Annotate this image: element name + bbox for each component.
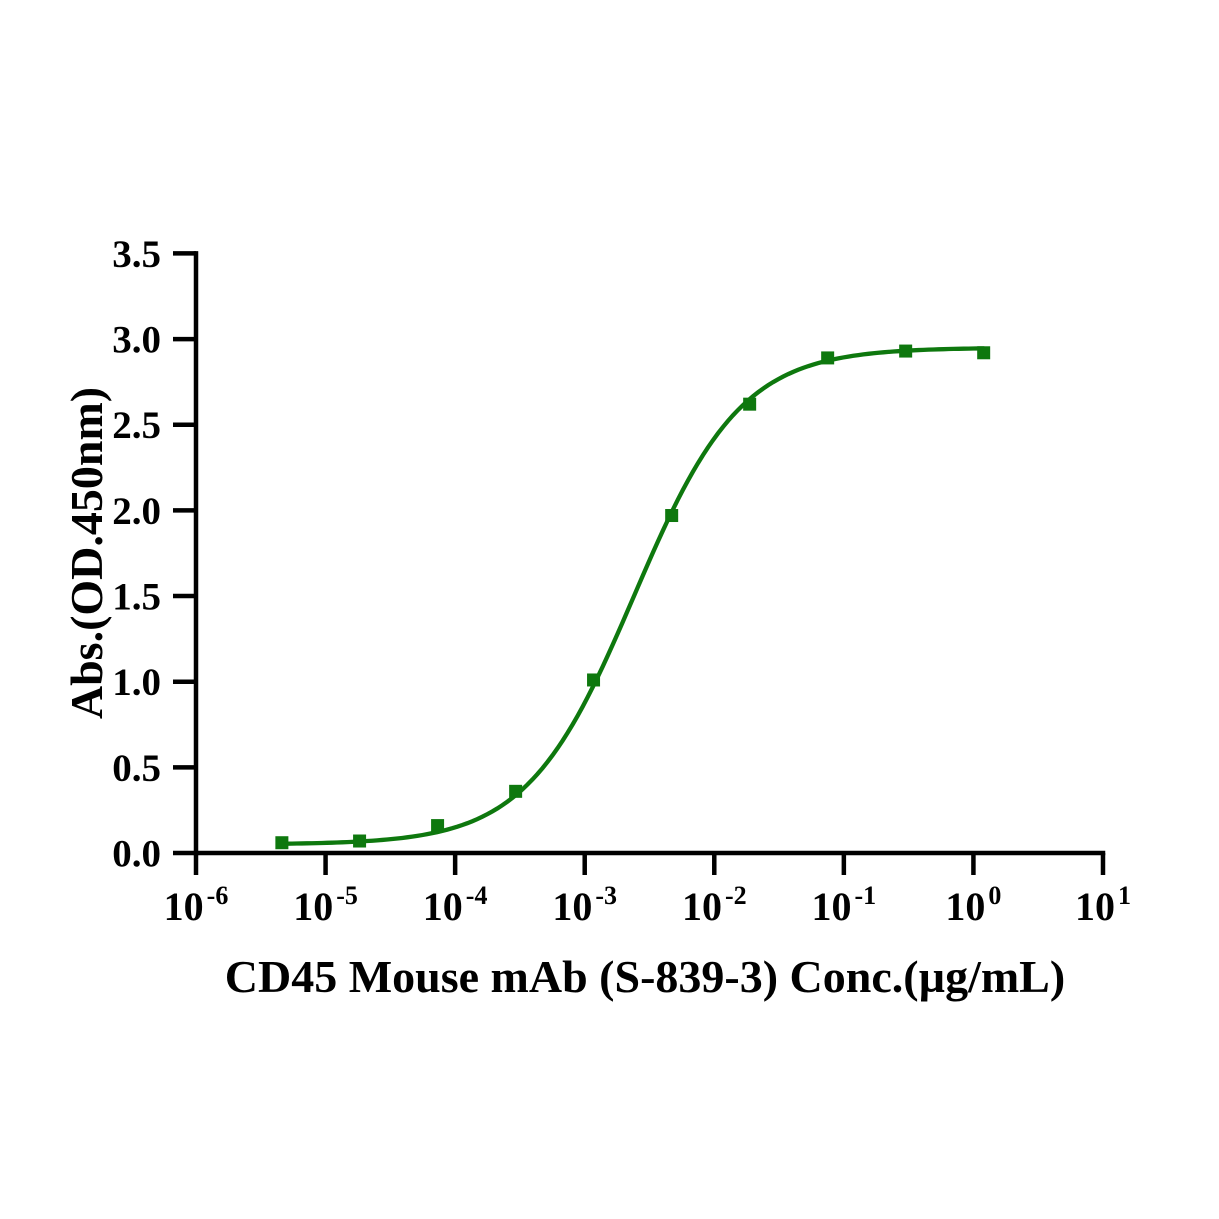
y-tick-label: 0.5 [112,747,161,790]
x-tick-label: 10 -6 [164,881,229,929]
marker-layer [275,344,991,850]
x-tick-label: 10 -4 [423,881,488,929]
data-point-marker [665,509,679,523]
data-point-marker [587,673,601,687]
x-tick-label: 10 -2 [682,881,747,929]
x-tick-label: 10 -3 [552,881,617,929]
y-axis-title: Abs.(OD.450nm) [61,387,112,719]
x-tick-label: 10 0 [945,881,1001,929]
x-axis-title: CD45 Mouse mAb (S-839-3) Conc.(µg/mL) [225,951,1065,1002]
data-point-marker [509,784,523,798]
y-tick-label: 2.0 [112,490,161,533]
y-tick-label: 1.5 [112,576,161,619]
data-point-marker [977,346,991,360]
axis-layer: 0.0 0.5 1.0 1.5 2.0 2.5 3.0 3.5 10 -6 10 -5 10 -4 10 -3… [112,233,1131,929]
data-point-marker [743,397,757,411]
y-tick-label: 3.0 [112,319,161,362]
data-point-marker [431,819,445,833]
data-point-marker [353,834,367,848]
y-tick-label: 3.5 [112,233,161,276]
data-point-marker [821,351,835,365]
fit-curve [279,346,986,846]
x-tick-label: 10 -1 [812,881,877,929]
data-point-marker [275,836,289,850]
x-tick-label: 10 -5 [293,881,358,929]
y-tick-label: 1.0 [112,661,161,704]
curve-layer [279,346,986,846]
data-point-marker [899,344,913,358]
y-tick-label: 2.5 [112,404,161,447]
x-tick-label: 10 1 [1075,881,1131,929]
y-tick-label: 0.0 [112,833,161,876]
